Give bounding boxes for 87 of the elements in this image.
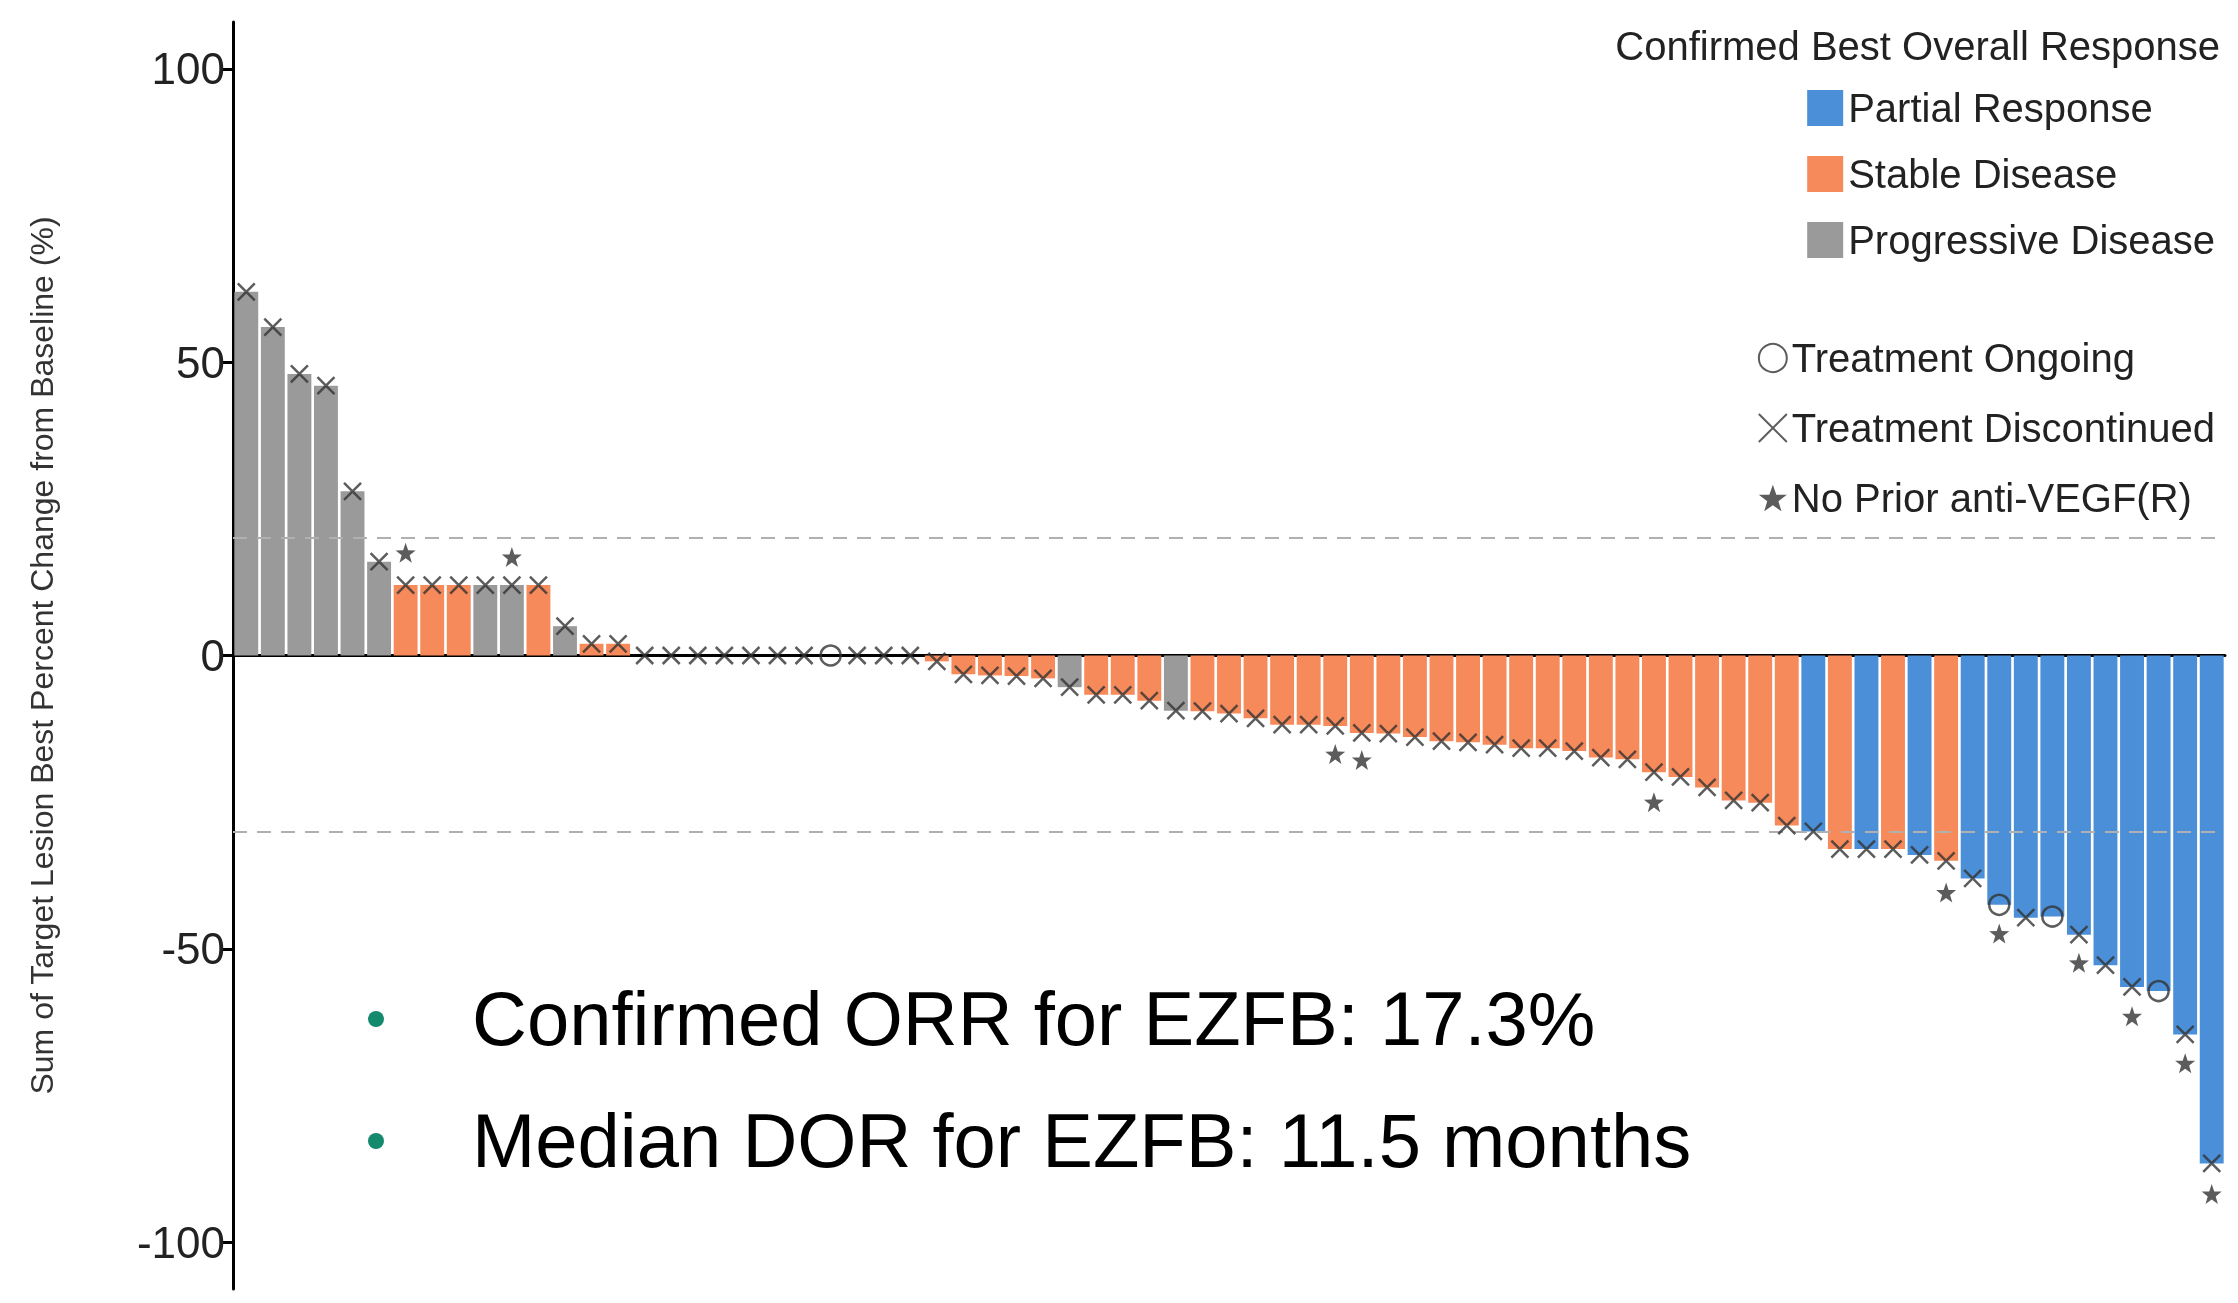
bar [2120,655,2144,987]
legend-label: Progressive Disease [1848,218,2216,262]
bar [1509,655,1534,749]
bar [1243,655,1268,719]
bar [420,585,445,656]
bar [287,373,312,656]
bar [234,291,259,656]
point [2041,905,2064,928]
bar [2066,655,2091,935]
legend-label: Partial Response [1848,86,2153,130]
bar [314,385,338,656]
legend-label: No Prior anti-VEGF(R) [1791,476,2192,520]
y-tick-label: 100 [151,44,225,94]
bar [1668,655,1693,777]
bar [1960,655,1985,879]
bar [1190,655,1215,712]
bar [1349,655,1374,733]
bar [1402,655,1427,738]
legend-title: Confirmed Best Overall Response [1615,24,2221,68]
bar [1827,655,1852,850]
bar [1588,655,1613,758]
bar [473,585,498,656]
legend-label: Stable Disease [1848,152,2118,196]
y-tick-label: -50 [161,924,225,974]
bar [260,327,285,656]
bar [1323,655,1348,726]
bar [1562,655,1587,752]
bar [393,585,418,656]
point [395,542,416,563]
bar [526,585,551,656]
bar [1482,655,1507,745]
bar [1376,655,1401,734]
y-tick-label: 0 [200,631,225,680]
bar [1854,655,1879,850]
bar [499,585,524,656]
bar [2040,655,2065,917]
point [1643,792,1664,813]
bar [1801,655,1826,832]
y-tick-label: 50 [176,337,225,387]
bar [2146,655,2171,992]
bar [1881,655,1905,850]
bar [1296,655,1321,725]
bar [1774,655,1799,826]
annotation: Median DOR for EZFB: 11.5 months [472,1097,1692,1185]
point [1989,923,2010,944]
bar [1987,655,2012,905]
bar [446,585,471,656]
bar [2199,655,2224,1164]
point [2201,1183,2222,1204]
point [2122,1006,2143,1027]
point [819,644,842,667]
bar [1615,655,1640,760]
point [501,546,522,567]
bar [1217,655,1241,714]
annotation: Confirmed ORR for EZFB: 17.3% [472,975,1596,1063]
y-tick-label: -100 [136,1217,225,1267]
bar [1057,655,1082,688]
point [1325,744,1346,765]
bar [1721,655,1746,801]
bar [1934,655,1959,861]
bar [1456,655,1480,743]
y-axis-title: Sum of Target Lesion Best Percent Change from Baseline (%) [24,216,60,1095]
bar [1110,655,1135,695]
bar [367,561,392,656]
bar [2173,655,2198,1035]
point [1988,893,2011,917]
point [2068,952,2089,973]
bar [2093,655,2118,966]
bar [340,491,365,656]
legend-label: Treatment Discontinued [1791,406,2216,450]
bar [1748,655,1773,803]
bar [1429,655,1454,742]
bar [1642,655,1666,773]
bar [1163,655,1188,711]
bar [553,626,577,656]
bar [1695,655,1720,788]
bar [1907,655,1932,855]
point [1351,749,1372,770]
point [2147,979,2170,1003]
point [1936,882,1957,903]
bar [1270,655,1295,725]
bar [2013,655,2038,918]
legend-label: Treatment Ongoing [1791,336,2135,380]
point [2175,1053,2196,1074]
bar [1535,655,1560,749]
bar [1137,655,1162,701]
bar [1084,655,1109,695]
